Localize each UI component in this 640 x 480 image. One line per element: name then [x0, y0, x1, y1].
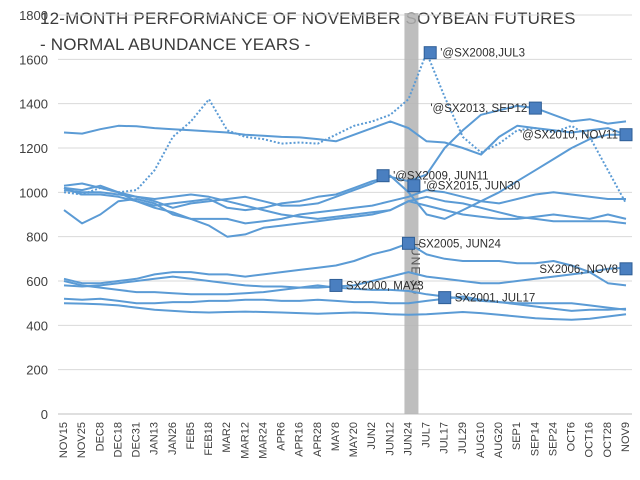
annotation-marker — [376, 169, 390, 183]
series-line-10 — [63, 280, 627, 311]
y-axis: 0 200 400 600 800 1000 1200 1400 1600 1800 — [19, 8, 48, 422]
y-tick-label: 1400 — [19, 97, 48, 112]
y-tick-label: 1600 — [19, 52, 48, 67]
y-tick-label: 800 — [26, 230, 48, 245]
series-line-2 — [63, 51, 627, 204]
annotation-label: '@SX2013, SEP12 — [430, 103, 527, 115]
annotation: '@SX2008,JUL3 — [423, 46, 525, 60]
x-tick-label: OCT28 — [602, 422, 614, 457]
annotation-marker — [438, 291, 452, 305]
y-tick-label: 600 — [26, 274, 48, 289]
annotation: SX2006, NOV8 — [539, 262, 633, 276]
x-tick-label: JUL29 — [457, 422, 469, 454]
series-line-5 — [63, 189, 626, 225]
annotation: '@SX2013, SEP12 — [430, 101, 542, 115]
highlight-label: JUNE 30 — [408, 240, 422, 295]
annotation-label: '@SX2008,JUL3 — [440, 48, 525, 60]
x-tick-label: MAR2 — [221, 422, 233, 453]
x-tick-label: JAN13 — [149, 422, 161, 455]
x-tick-label: DEC18 — [112, 422, 124, 457]
x-tick-label: OCT16 — [584, 422, 596, 457]
june-30-highlight: JUNE 30 — [404, 13, 422, 414]
series-line-6 — [63, 189, 627, 225]
x-tick-label: JUN2 — [366, 422, 378, 450]
x-tick-label: MAY8 — [330, 422, 342, 451]
x-tick-label: AUG20 — [493, 422, 505, 458]
x-tick-label: NOV9 — [620, 422, 632, 452]
y-tick-label: 200 — [26, 363, 48, 378]
annotation-label: '@SX2010, NOV11 — [520, 130, 618, 142]
annotation: SX2000, MAY3 — [329, 278, 424, 292]
x-tick-label: SEP1 — [511, 422, 523, 450]
x-tick-label: FEB18 — [203, 422, 215, 456]
annotations: '@SX2008,JUL3 '@SX2013, SEP12 '@SX2010, NO… — [329, 46, 633, 305]
x-tick-label: FEB5 — [185, 422, 197, 450]
annotation: '@SX2010, NOV11 — [520, 128, 633, 142]
annotation-label: SX2006, NOV8 — [539, 264, 618, 276]
x-tick-label: NOV25 — [76, 422, 88, 458]
x-tick-label: SEP14 — [529, 422, 541, 456]
series-line-11 — [63, 295, 627, 312]
x-tick-label: MAR24 — [257, 422, 269, 459]
annotation-marker — [528, 101, 542, 115]
annotation: SX2001, JUL17 — [438, 291, 536, 305]
y-tick-label: 400 — [26, 318, 48, 333]
annotation-marker — [423, 46, 437, 60]
y-tick-label: 1200 — [19, 141, 48, 156]
annotation-marker — [407, 179, 421, 193]
x-tick-label: DEC31 — [131, 422, 143, 457]
annotation-label: '@SX2015, JUN30 — [424, 181, 520, 193]
annotation-marker — [619, 128, 633, 142]
series-line-1 — [63, 120, 627, 156]
x-axis: NOV15 NOV25 DEC8 DEC18 DEC31 JAN13 JAN26 FEB5 FE… — [58, 422, 632, 459]
x-tick-label: JUL17 — [439, 422, 451, 454]
x-tick-label: JAN26 — [167, 422, 179, 455]
annotation: '@SX2015, JUN30 — [407, 179, 520, 193]
annotation-label: SX2001, JUL17 — [455, 293, 536, 305]
x-tick-label: DEC8 — [94, 422, 106, 451]
annotation-label: SX2005, JUN24 — [418, 238, 501, 250]
highlight-band — [404, 13, 419, 414]
x-tick-label: NOV15 — [58, 422, 70, 458]
x-tick-label: SEP24 — [547, 422, 559, 456]
x-tick-label: JUN24 — [402, 422, 414, 456]
series-line-12 — [63, 302, 627, 321]
annotation-label: SX2000, MAY3 — [346, 280, 424, 292]
x-tick-label: APR16 — [294, 422, 306, 457]
gridlines — [58, 14, 632, 415]
annotation-marker — [619, 262, 633, 276]
annotation: SX2005, JUN24 — [401, 236, 502, 250]
y-tick-label: 1000 — [19, 185, 48, 200]
annotation-marker — [401, 236, 415, 250]
x-tick-label: AUG10 — [475, 422, 487, 458]
y-tick-label: 1800 — [19, 8, 48, 23]
series-line-9 — [63, 266, 627, 289]
x-tick-label: MAR12 — [239, 422, 251, 459]
chart-subtitle: - NORMAL ABUNDANCE YEARS - — [40, 35, 311, 54]
x-tick-label: JUL7 — [421, 422, 433, 448]
x-tick-label: APR28 — [312, 422, 324, 457]
x-tick-label: MAY20 — [348, 422, 360, 457]
series-line-8 — [63, 242, 627, 287]
x-tick-label: OCT6 — [566, 422, 578, 451]
series-line-4 — [63, 133, 626, 220]
chart-title: 12-MONTH PERFORMANCE OF NOVEMBER SOYBEAN… — [40, 9, 576, 28]
annotation-marker — [329, 278, 343, 292]
x-tick-label: APR6 — [276, 422, 288, 451]
x-tick-label: JUN12 — [384, 422, 396, 456]
series-line-7 — [63, 186, 627, 238]
y-tick-label: 0 — [41, 407, 48, 422]
